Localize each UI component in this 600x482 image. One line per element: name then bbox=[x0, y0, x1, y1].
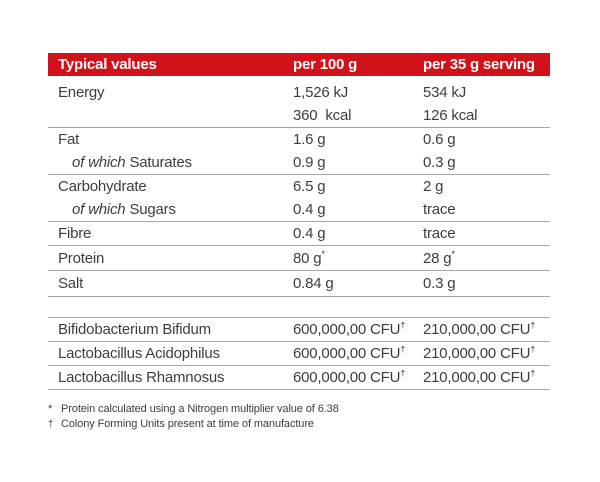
row-energy-kj: Energy 1,526 kJ 534 kJ bbox=[48, 81, 550, 104]
header-per-35g-serving: per 35 g serving bbox=[423, 56, 535, 73]
footnote-cfu: † Colony Forming Units present at time o… bbox=[48, 417, 550, 432]
value-per-35g: 0.3 g bbox=[423, 275, 456, 292]
row-label: Fat bbox=[58, 131, 80, 148]
value-per-35g: 126 kcal bbox=[423, 107, 478, 124]
asterisk-marker: * bbox=[451, 248, 456, 260]
row-salt: Salt 0.84 g 0.3 g bbox=[48, 271, 550, 296]
value-per-100g: 80 g* bbox=[293, 248, 326, 267]
header-per-100g: per 100 g bbox=[293, 56, 358, 73]
value-per-35g: 534 kJ bbox=[423, 84, 466, 101]
row-saturates: of which Saturates 0.9 g 0.3 g bbox=[48, 151, 550, 174]
value-per-35g: 2 g bbox=[423, 178, 444, 195]
row-label: Lactobacillus Rhamnosus bbox=[58, 369, 225, 386]
dagger-marker: † bbox=[400, 320, 406, 331]
value-per-35g: trace bbox=[423, 201, 456, 218]
value-per-100g: 0.84 g bbox=[293, 275, 334, 292]
value-per-35g: 0.6 g bbox=[423, 131, 456, 148]
value-per-100g: 0.4 g bbox=[293, 201, 326, 218]
value-per-35g: 210,000,00 CFU† bbox=[423, 320, 536, 338]
dagger-marker: † bbox=[400, 368, 406, 379]
value-per-100g: 1,526 kJ bbox=[293, 84, 349, 101]
dagger-marker: † bbox=[400, 344, 406, 355]
value-per-100g: 0.9 g bbox=[293, 154, 326, 171]
group-fibre: Fibre 0.4 g trace bbox=[48, 222, 550, 246]
row-label-text: Saturates bbox=[129, 154, 192, 171]
value-per-35g: 0.3 g bbox=[423, 154, 456, 171]
value-per-35g: 210,000,00 CFU† bbox=[423, 344, 536, 362]
group-energy: Energy 1,526 kJ 534 kJ 360 kcal 126 kcal bbox=[48, 76, 550, 128]
value-per-100g: 600,000,00 CFU† bbox=[293, 368, 406, 386]
of-which-prefix: of which bbox=[72, 201, 126, 218]
value-per-100g: 600,000,00 CFU† bbox=[293, 344, 406, 362]
group-salt: Salt 0.84 g 0.3 g bbox=[48, 271, 550, 297]
row-fat: Fat 1.6 g 0.6 g bbox=[48, 128, 550, 151]
group-protein: Protein 80 g* 28 g* bbox=[48, 246, 550, 271]
footnote-text: Colony Forming Units present at time of … bbox=[61, 418, 314, 430]
row-bifidobacterium-bifidum: Bifidobacterium Bifidum 600,000,00 CFU† … bbox=[48, 318, 550, 342]
row-carbohydrate: Carbohydrate 6.5 g 2 g bbox=[48, 175, 550, 198]
value-per-100g: 0.4 g bbox=[293, 225, 326, 242]
dagger-marker: † bbox=[48, 419, 54, 430]
row-energy-kcal: 360 kcal 126 kcal bbox=[48, 104, 550, 127]
row-label: of which Saturates bbox=[48, 154, 293, 171]
dagger-marker: † bbox=[530, 320, 536, 331]
row-fibre: Fibre 0.4 g trace bbox=[48, 222, 550, 245]
section-spacer bbox=[48, 297, 550, 317]
footnotes: * Protein calculated using a Nitrogen mu… bbox=[48, 402, 550, 432]
row-label: Carbohydrate bbox=[58, 178, 147, 195]
group-carbohydrate: Carbohydrate 6.5 g 2 g of which Sugars 0.… bbox=[48, 175, 550, 222]
value-per-100g: 1.6 g bbox=[293, 131, 326, 148]
row-protein: Protein 80 g* 28 g* bbox=[48, 246, 550, 270]
group-fat: Fat 1.6 g 0.6 g of which Saturates 0.9 g … bbox=[48, 128, 550, 175]
row-label: Fibre bbox=[58, 225, 92, 242]
dagger-marker: † bbox=[530, 368, 536, 379]
row-label: Salt bbox=[58, 275, 84, 292]
asterisk-marker: * bbox=[321, 248, 326, 260]
value-per-100g: 600,000,00 CFU† bbox=[293, 320, 406, 338]
value-per-35g: trace bbox=[423, 225, 456, 242]
asterisk-marker: * bbox=[48, 403, 53, 415]
row-label: Lactobacillus Acidophilus bbox=[58, 345, 220, 362]
probiotics-section: Bifidobacterium Bifidum 600,000,00 CFU† … bbox=[48, 317, 550, 390]
row-lactobacillus-acidophilus: Lactobacillus Acidophilus 600,000,00 CFU… bbox=[48, 342, 550, 366]
table-header-row: Typical values per 100 g per 35 g servin… bbox=[48, 53, 550, 76]
value-per-100g: 360 kcal bbox=[293, 107, 352, 124]
value-per-100g: 6.5 g bbox=[293, 178, 326, 195]
footnote-text: Protein calculated using a Nitrogen mult… bbox=[61, 403, 339, 415]
row-label: Energy bbox=[58, 84, 105, 101]
value-per-35g: 210,000,00 CFU† bbox=[423, 368, 536, 386]
row-label-text: Sugars bbox=[129, 201, 176, 218]
row-label: of which Sugars bbox=[48, 201, 293, 218]
row-lactobacillus-rhamnosus: Lactobacillus Rhamnosus 600,000,00 CFU† … bbox=[48, 366, 550, 390]
nutrition-table: Typical values per 100 g per 35 g servin… bbox=[48, 53, 550, 432]
dagger-marker: † bbox=[530, 344, 536, 355]
footnote-protein: * Protein calculated using a Nitrogen mu… bbox=[48, 402, 550, 417]
value-per-35g: 28 g* bbox=[423, 248, 456, 267]
of-which-prefix: of which bbox=[72, 154, 126, 171]
row-sugars: of which Sugars 0.4 g trace bbox=[48, 198, 550, 221]
row-label: Protein bbox=[58, 249, 105, 267]
header-typical-values: Typical values bbox=[58, 56, 157, 73]
row-label: Bifidobacterium Bifidum bbox=[58, 321, 211, 338]
